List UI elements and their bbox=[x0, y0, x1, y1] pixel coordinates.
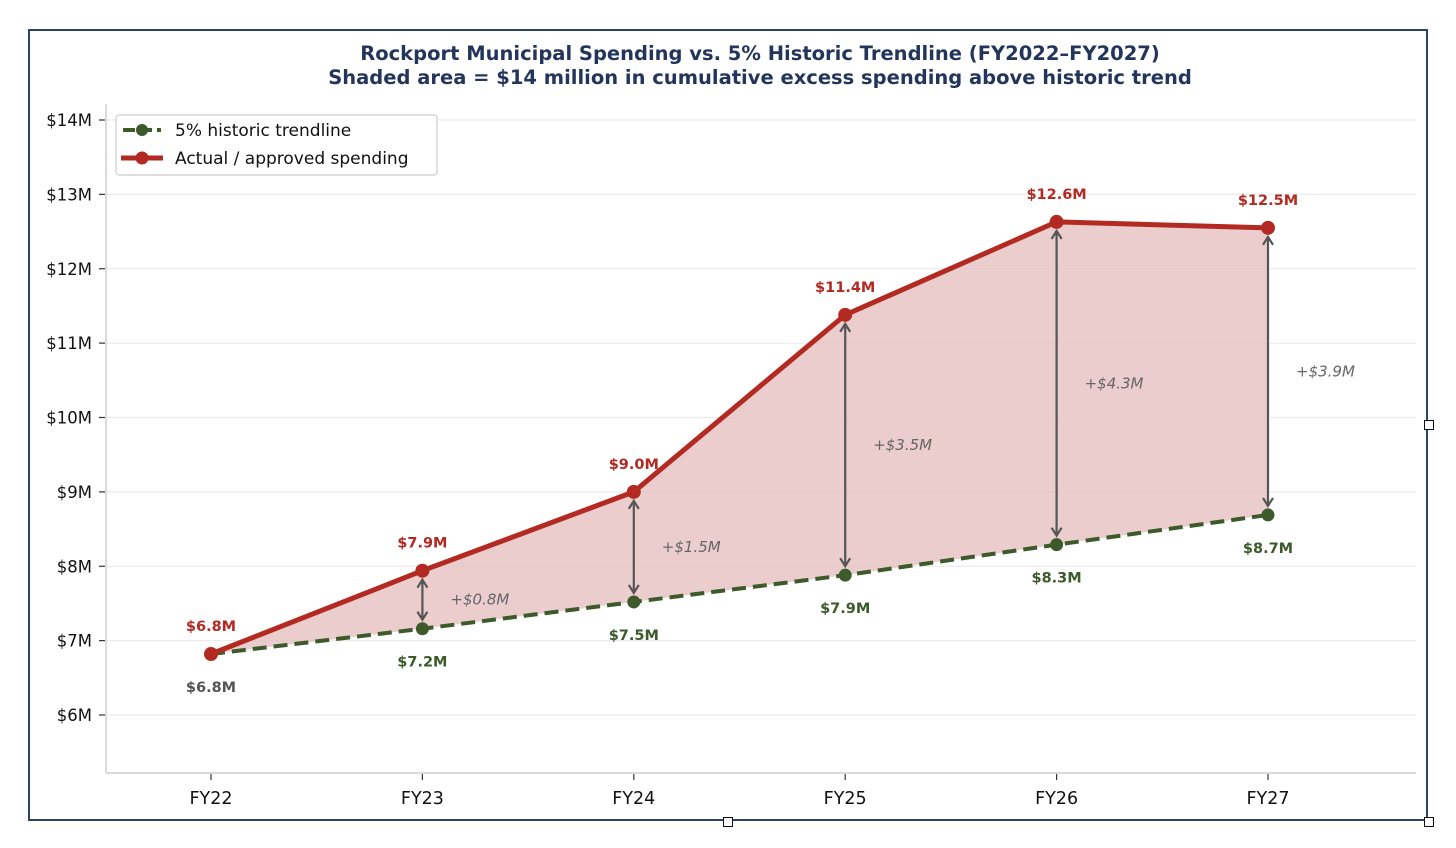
actual-value-label: $12.6M bbox=[1026, 187, 1086, 203]
gap-arrow-head-up bbox=[627, 498, 640, 510]
gap-annotation: +$1.5M bbox=[662, 538, 721, 556]
x-tick-label: FY24 bbox=[612, 789, 655, 809]
trend-point bbox=[1050, 538, 1064, 552]
actual-point bbox=[415, 563, 430, 578]
trend-value-label: $7.2M bbox=[397, 655, 447, 671]
actual-value-label: $9.0M bbox=[609, 457, 659, 473]
legend-actual-label: Actual / approved spending bbox=[175, 149, 408, 169]
data-labels: $6.8M $7.9M $9.0M $11.4M $12.6M $12.5M $6.8M $7… bbox=[186, 187, 1298, 696]
actual-value-label: $11.4M bbox=[815, 280, 875, 296]
actual-value-label: $6.8M bbox=[186, 619, 236, 635]
gap-arrow-head-down bbox=[627, 584, 640, 596]
y-tick-label: $10M bbox=[46, 409, 92, 428]
y-tick-label: $9M bbox=[57, 483, 92, 502]
y-tick-label: $6M bbox=[57, 706, 92, 725]
gap-annotation: +$0.8M bbox=[450, 591, 509, 609]
gap-arrow-head-down bbox=[1050, 527, 1063, 538]
actual-point bbox=[1261, 220, 1275, 235]
gap-annotation: +$4.3M bbox=[1085, 374, 1144, 392]
gap-arrow-head-up bbox=[839, 321, 852, 333]
legend: 5% historic trendline Actual / approved … bbox=[115, 114, 438, 176]
axes: $6M $7M $8M $9M $10M $11M $12M $13M $14M FY22 FY23… bbox=[46, 104, 1416, 809]
legend-actual-marker bbox=[135, 151, 149, 165]
gap-arrow-head-up bbox=[1050, 228, 1063, 240]
gap-annotation: +$3.9M bbox=[1296, 362, 1355, 380]
trend-point bbox=[838, 568, 852, 582]
trend-value-label: $8.3M bbox=[1031, 571, 1081, 587]
y-tick-label: $8M bbox=[57, 557, 92, 576]
y-tick-label: $12M bbox=[46, 260, 92, 279]
actual-point bbox=[838, 307, 853, 322]
resize-handle-bottom[interactable] bbox=[723, 817, 733, 827]
gap-annotation: +$3.5M bbox=[873, 436, 932, 454]
actual-point bbox=[1049, 214, 1064, 229]
excess-area bbox=[211, 221, 1268, 655]
chart-subtitle: Shaded area = $14 million in cumulative … bbox=[328, 66, 1192, 89]
x-tick-label: FY27 bbox=[1246, 789, 1289, 809]
resize-handle-bottom-right[interactable] bbox=[1424, 817, 1434, 827]
legend-trend-label: 5% historic trendline bbox=[175, 121, 351, 141]
actual-value-label: $7.9M bbox=[397, 536, 447, 552]
gap-arrow-head-up bbox=[1262, 234, 1274, 246]
gap-arrow-head-down bbox=[1262, 497, 1274, 509]
legend-trend-marker bbox=[136, 124, 148, 136]
legend-box bbox=[115, 114, 438, 176]
trend-point bbox=[415, 622, 429, 636]
x-tick-label: FY22 bbox=[189, 789, 232, 809]
trend-point bbox=[627, 595, 641, 609]
trendline bbox=[210, 512, 1269, 656]
gap-arrows: +$0.8M +$1.5M +$3.5M +$4.3M +$3.9M bbox=[416, 228, 1355, 622]
actual-point bbox=[626, 484, 641, 499]
trend-value-label: $7.5M bbox=[609, 628, 659, 644]
trend-point bbox=[1261, 508, 1275, 522]
x-tick-label: FY25 bbox=[824, 789, 867, 809]
trend-value-label: $6.8M bbox=[186, 680, 236, 696]
resize-handle-right[interactable] bbox=[1424, 420, 1434, 430]
gap-arrow-head-down bbox=[839, 557, 852, 569]
gap-arrow-head-down bbox=[416, 611, 429, 622]
y-tick-label: $7M bbox=[57, 632, 92, 651]
y-tick-label: $13M bbox=[46, 185, 92, 204]
actual-spending-line bbox=[210, 219, 1269, 657]
y-tick-label: $14M bbox=[46, 111, 92, 130]
chart-title: Rockport Municipal Spending vs. 5% Histo… bbox=[360, 42, 1160, 65]
gap-arrow-head-up bbox=[416, 577, 429, 589]
excess-spending-area bbox=[211, 221, 1268, 655]
x-tick-label: FY23 bbox=[401, 789, 444, 809]
y-tick-label: $11M bbox=[46, 334, 92, 353]
trend-value-label: $8.7M bbox=[1243, 541, 1293, 557]
x-tick-label: FY26 bbox=[1035, 789, 1078, 809]
series-lines bbox=[204, 214, 1275, 662]
actual-point bbox=[204, 647, 218, 662]
actual-value-label: $12.5M bbox=[1238, 193, 1298, 209]
trend-value-label: $7.9M bbox=[820, 601, 870, 617]
